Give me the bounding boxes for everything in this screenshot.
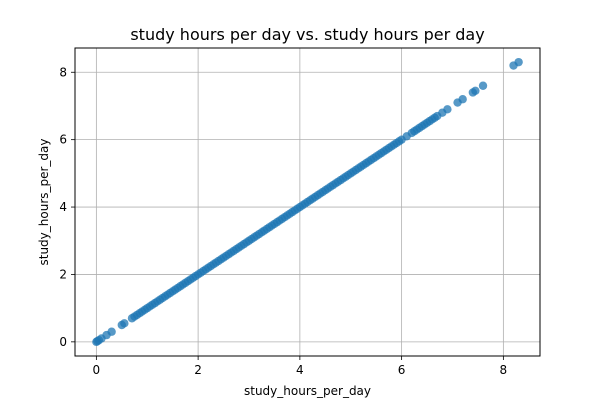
grid (75, 48, 540, 356)
x-tick-label: 2 (194, 363, 202, 377)
data-point (107, 327, 116, 336)
x-tick-label: 0 (93, 363, 101, 377)
y-tick-label: 6 (59, 133, 67, 147)
x-axis-ticks: 0 2 4 6 8 (93, 356, 508, 377)
y-axis-label: study_hours_per_day (37, 138, 51, 265)
x-axis-label: study_hours_per_day (244, 384, 371, 398)
y-axis-ticks: 0 2 4 6 8 (59, 65, 75, 349)
data-point (443, 105, 452, 114)
x-tick-label: 6 (398, 363, 406, 377)
chart-title: study hours per day vs. study hours per … (130, 25, 484, 44)
data-point (458, 95, 467, 104)
data-point (478, 81, 488, 90)
x-tick-label: 8 (500, 363, 508, 377)
y-tick-label: 0 (59, 335, 67, 349)
y-tick-label: 8 (59, 65, 67, 79)
data-point (120, 319, 129, 328)
y-tick-label: 2 (59, 267, 67, 281)
y-tick-label: 4 (59, 200, 67, 214)
axes-frame (74, 47, 541, 357)
data-point (514, 57, 523, 67)
data-point (471, 86, 480, 95)
x-tick-label: 4 (296, 363, 304, 377)
scatter-points (92, 57, 523, 347)
